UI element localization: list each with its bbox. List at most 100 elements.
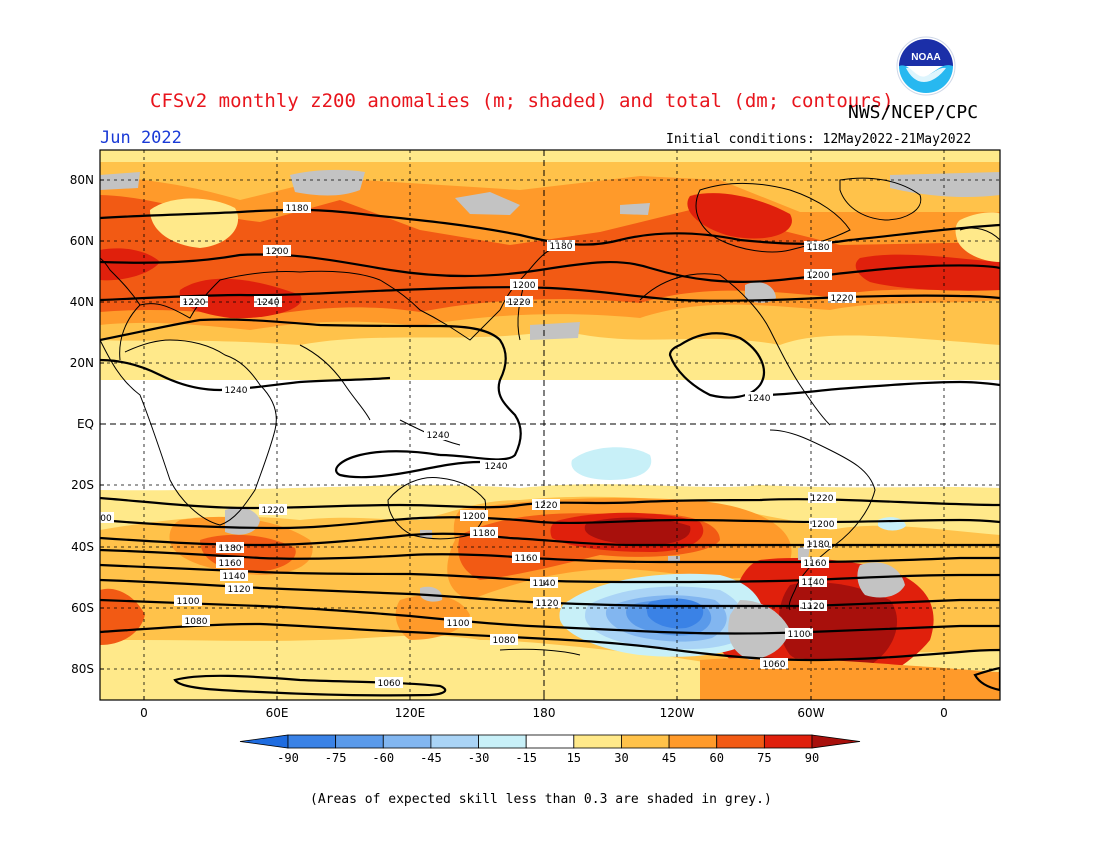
- contour-label: 1180: [219, 544, 242, 554]
- colorbar-low-arrow: [239, 734, 289, 749]
- contour-label: 1080: [185, 617, 208, 627]
- lat-label: 60S: [71, 601, 94, 615]
- contour-label: 1240: [427, 431, 450, 441]
- lat-label: 20S: [71, 478, 94, 492]
- lon-labels: 0 60E 120E 180 120W 60W 0: [140, 696, 948, 720]
- contour-label-bg: [804, 241, 832, 252]
- colorbar-swatch: [382, 734, 432, 749]
- contour-label-bg: [482, 460, 510, 471]
- contour-label: 1200: [807, 271, 830, 281]
- contour-label: 1100: [447, 619, 470, 629]
- colorbar-label: 15: [567, 751, 581, 765]
- lat-label: 20N: [70, 356, 94, 370]
- lat-label: 80S: [71, 662, 94, 676]
- contour-label-bg: [470, 527, 498, 538]
- agency-label: NWS/NCEP/CPC: [848, 102, 979, 123]
- colorbar-swatch: [478, 734, 527, 749]
- contour-label-bg: [490, 634, 518, 645]
- contour-label: 1220: [508, 298, 531, 308]
- contour-label-bg: [225, 583, 253, 594]
- contour-label: 1060: [763, 660, 786, 670]
- contour-label-bg: [220, 570, 248, 581]
- contour-label: 1140: [223, 572, 246, 582]
- contour-label: 1120: [228, 585, 251, 595]
- noaa-logo: NOAA: [896, 36, 956, 96]
- contour-label: 1240: [225, 386, 248, 396]
- lon-label: 60E: [266, 706, 289, 720]
- contour-label: 1160: [219, 559, 242, 569]
- reference-lines: [100, 150, 1000, 700]
- lat-label: 80N: [70, 173, 94, 187]
- contour-label-bg: [216, 542, 244, 553]
- contour-label-bg: [799, 576, 827, 587]
- lon-label: 60W: [797, 706, 824, 720]
- contour-label-bg: [745, 392, 773, 403]
- contour-label-bg: [828, 292, 856, 303]
- colorbar-swatch: [335, 734, 384, 749]
- colorbar-swatch: [430, 734, 479, 749]
- colorbar-label: 60: [710, 751, 724, 765]
- initial-conditions: Initial conditions: 12May2022-21May2022: [666, 132, 972, 147]
- lat-label: EQ: [77, 417, 94, 431]
- contour-label: 1240: [257, 298, 280, 308]
- contour-label: 1180: [473, 529, 496, 539]
- contour-label-bg: [98, 512, 114, 523]
- contour-label: 1180: [550, 242, 573, 252]
- contour-label-bg: [460, 510, 488, 521]
- contour-label: 1180: [286, 204, 309, 214]
- colorbar: -90 -75 -60 -45 -30 -15 15 30 45 60 75 90: [239, 734, 861, 765]
- contour-label: 1220: [535, 501, 558, 511]
- contour-label: 1200: [463, 512, 486, 522]
- contour-label-bg: [375, 677, 403, 688]
- contour-label: 1180: [807, 243, 830, 253]
- contour-label: 1220: [183, 298, 206, 308]
- lon-label: 0: [940, 706, 948, 720]
- contour-label-bg: [216, 557, 244, 568]
- contour-label: 00: [100, 514, 112, 524]
- colorbar-label: -75: [325, 751, 347, 765]
- contour-label: 1080: [493, 636, 516, 646]
- colorbar-label: -15: [515, 751, 537, 765]
- contour-label-bg: [785, 628, 813, 639]
- skill-footnote: (Areas of expected skill less than 0.3 a…: [310, 792, 772, 807]
- contour-label: 1240: [485, 462, 508, 472]
- contour-label-bg: [512, 552, 540, 563]
- contour-label-bg: [547, 240, 575, 251]
- contour-label-bg: [801, 557, 829, 568]
- lon-label: 120E: [395, 706, 426, 720]
- contour-label: 1220: [831, 294, 854, 304]
- lat-labels: 80N 60N 40N 20N EQ 20S 40S 60S 80S: [70, 173, 104, 676]
- lat-lon-grid: [100, 150, 1000, 700]
- lon-label: 0: [140, 706, 148, 720]
- contour-label: 1240: [748, 394, 771, 404]
- colorbar-swatch: [573, 734, 622, 749]
- contour-label-bg: [799, 600, 827, 611]
- lat-label: 60N: [70, 234, 94, 248]
- anomaly-shading: [100, 150, 1000, 700]
- contour-label: 1200: [266, 247, 289, 257]
- contour-label-bg: [808, 492, 836, 503]
- colorbar-label: -90: [277, 751, 299, 765]
- colorbar-label: 75: [757, 751, 771, 765]
- map-frame: [99, 149, 1001, 701]
- contour-label-bg: [510, 279, 538, 290]
- contour-label-bg: [259, 504, 287, 515]
- contour-label: 1060: [378, 679, 401, 689]
- contour-label-bg: [804, 538, 832, 549]
- contour-label-bg: [283, 202, 311, 213]
- contour-label-bg: [760, 658, 788, 669]
- contour-label-bg: [532, 499, 560, 510]
- contour-label-bg: [444, 617, 472, 628]
- contour-label-bg: [424, 429, 452, 440]
- colorbar-label: -60: [372, 751, 394, 765]
- colorbar-label: 45: [662, 751, 676, 765]
- contour-label: 1200: [812, 520, 835, 530]
- colorbar-swatch: [668, 734, 718, 749]
- contour-label-bg: [180, 296, 208, 307]
- contour-label: 1220: [262, 506, 285, 516]
- contour-label-bg: [222, 384, 250, 395]
- contour-label: 1180: [807, 540, 830, 550]
- contour-label-bg: [533, 597, 561, 608]
- contour-label-bg: [505, 296, 533, 307]
- contour-label-bg: [174, 595, 202, 606]
